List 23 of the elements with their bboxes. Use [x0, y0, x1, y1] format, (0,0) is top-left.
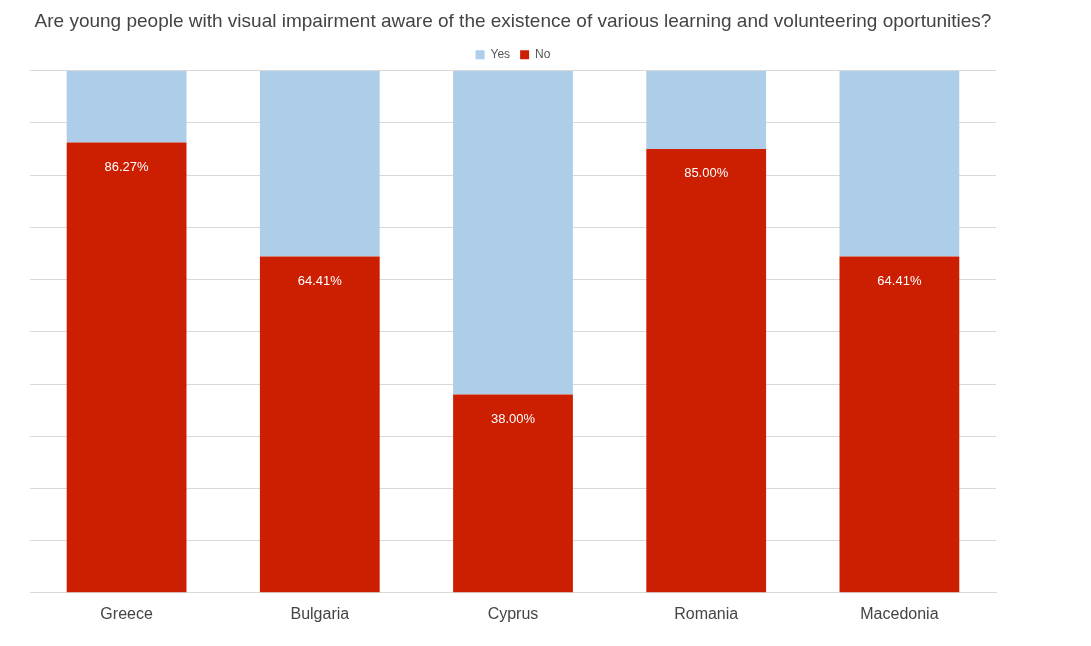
data-label: 64.41% [297, 272, 343, 288]
data-label: 38.00% [490, 410, 536, 426]
bar [839, 256, 960, 593]
legend-label: Yes [490, 47, 511, 62]
x-tick-label: Bulgaria [290, 604, 350, 622]
bar [259, 70, 380, 257]
bar [646, 149, 767, 593]
x-tick-label: Greece [100, 604, 153, 622]
data-label: 64.41% [877, 272, 922, 288]
legend-label: No [535, 47, 551, 62]
data-label: 86.27% [104, 158, 150, 174]
bar [646, 70, 767, 150]
bar [66, 70, 187, 143]
data-label: 85.00% [684, 165, 729, 181]
x-tick-label: Romania [674, 604, 739, 622]
bar [453, 394, 573, 593]
x-tick-label: Cyprus [487, 604, 539, 622]
x-tick-label: Macedonia [860, 604, 939, 622]
bar [66, 142, 187, 593]
chart-title: Are young people with visual impairment aware of the existence of various learning and volunteering oportunities? [34, 9, 992, 31]
bar [259, 256, 380, 593]
bar [453, 70, 573, 395]
bar [839, 70, 960, 257]
